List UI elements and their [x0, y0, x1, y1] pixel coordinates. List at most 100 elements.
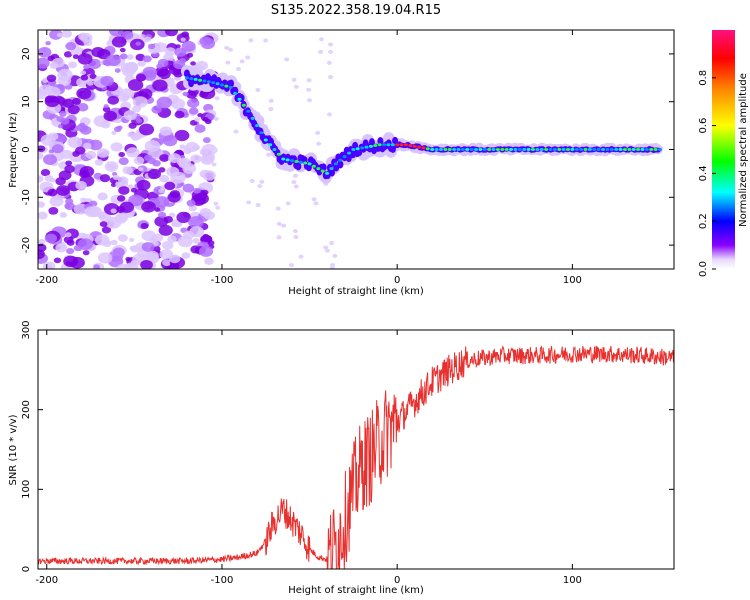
ridge-peak: [412, 144, 417, 148]
noise-blob: [82, 250, 90, 256]
ridge-peak: [403, 143, 408, 147]
noise-blob: [323, 245, 329, 250]
spectrogram-y-label: Frequency (Hz): [8, 112, 19, 188]
ridge-peak: [211, 81, 216, 85]
noise-blob: [79, 170, 90, 179]
noise-blob: [137, 60, 146, 67]
noise-blob: [45, 40, 51, 46]
ridge-peak: [316, 167, 321, 171]
ridge-peak: [202, 79, 207, 83]
noise-blob: [332, 253, 338, 258]
noise-blob: [194, 124, 206, 133]
noise-blob: [259, 179, 265, 184]
spectrogram-image: [38, 30, 663, 269]
ridge-peak: [552, 148, 557, 151]
ridge-peak: [474, 148, 479, 151]
noise-blob: [307, 98, 313, 103]
noise-blob: [119, 201, 135, 213]
noise-blob: [136, 179, 151, 191]
noise-blob: [328, 49, 334, 54]
noise-blob: [51, 144, 64, 154]
noise-blob: [276, 221, 282, 226]
noise-blob: [44, 174, 54, 182]
y-tick-label: 0: [21, 566, 32, 572]
ridge-peak: [325, 171, 330, 175]
noise-blob: [129, 245, 136, 251]
noise-blob: [328, 42, 334, 47]
noise-blob: [65, 160, 73, 166]
ridge-peak: [338, 158, 343, 162]
ridge-peak: [539, 148, 544, 151]
noise-blob: [38, 47, 52, 58]
noise-blob: [319, 37, 325, 42]
noise-blob: [325, 248, 331, 253]
ridge-peak: [255, 124, 260, 128]
noise-blob: [40, 168, 51, 177]
ridge-peak: [373, 144, 378, 148]
spectrogram-x-label: Height of straight line (km): [288, 286, 424, 297]
noise-blob: [186, 52, 194, 58]
noise-blob: [112, 174, 120, 181]
noise-blob: [255, 203, 261, 208]
ridge-peak: [364, 145, 369, 149]
noise-blob: [59, 212, 68, 218]
noise-blob: [326, 60, 332, 65]
noise-blob: [68, 61, 78, 69]
ridge-peak: [368, 144, 373, 148]
ridge-peak: [596, 148, 601, 151]
noise-blob: [114, 126, 122, 133]
noise-blob: [156, 96, 173, 109]
noise-blob: [163, 216, 173, 224]
noise-blob: [268, 98, 274, 103]
noise-blob: [175, 44, 181, 49]
ridge-peak: [509, 148, 514, 151]
noise-blob: [293, 84, 299, 89]
ridge-peak: [189, 77, 194, 81]
noise-blob: [63, 255, 79, 268]
noise-blob: [80, 197, 87, 203]
noise-blob: [181, 40, 196, 52]
ridge-peak: [544, 148, 549, 151]
colorbar-tick-label: 0.0: [698, 261, 709, 277]
noise-blob: [38, 238, 46, 245]
noise-blob: [180, 37, 186, 42]
ridge-peak: [390, 143, 395, 147]
noise-blob: [176, 211, 191, 223]
noise-blob: [228, 47, 234, 52]
noise-blob: [316, 141, 322, 146]
colorbar-tick-label: 0.6: [698, 118, 709, 134]
noise-blob: [38, 201, 46, 208]
ridge-peak: [198, 78, 203, 82]
noise-blob: [38, 175, 44, 183]
ridge-peak: [250, 116, 255, 120]
noise-blob: [202, 170, 216, 181]
noise-blob: [63, 51, 73, 58]
ridge-peak: [587, 148, 592, 151]
ridge-peak: [333, 162, 338, 166]
noise-blob: [111, 130, 117, 135]
ridge-peak: [219, 83, 224, 87]
y-tick-label: 100: [21, 480, 32, 499]
noise-blob: [46, 74, 57, 83]
ridge-peak: [290, 159, 295, 163]
noise-blob: [97, 192, 108, 201]
noise-blob: [179, 144, 186, 150]
ridge-peak: [294, 159, 299, 163]
noise-blob: [79, 122, 86, 128]
noise-blob: [145, 250, 159, 261]
noise-blob: [245, 55, 251, 60]
noise-blob: [97, 252, 113, 264]
noise-blob: [100, 75, 114, 87]
y-tick-label: -10: [21, 189, 32, 205]
ridge-peak: [530, 148, 535, 151]
x-tick-label: -200: [35, 275, 58, 286]
ridge-peak: [601, 148, 606, 151]
noise-blob: [65, 41, 77, 51]
noise-blob: [158, 167, 166, 173]
noise-blob: [152, 30, 159, 33]
noise-blob: [110, 142, 123, 152]
noise-blob: [129, 237, 135, 243]
noise-blob: [142, 70, 157, 81]
noise-blob: [65, 204, 71, 209]
noise-blob: [188, 216, 204, 229]
